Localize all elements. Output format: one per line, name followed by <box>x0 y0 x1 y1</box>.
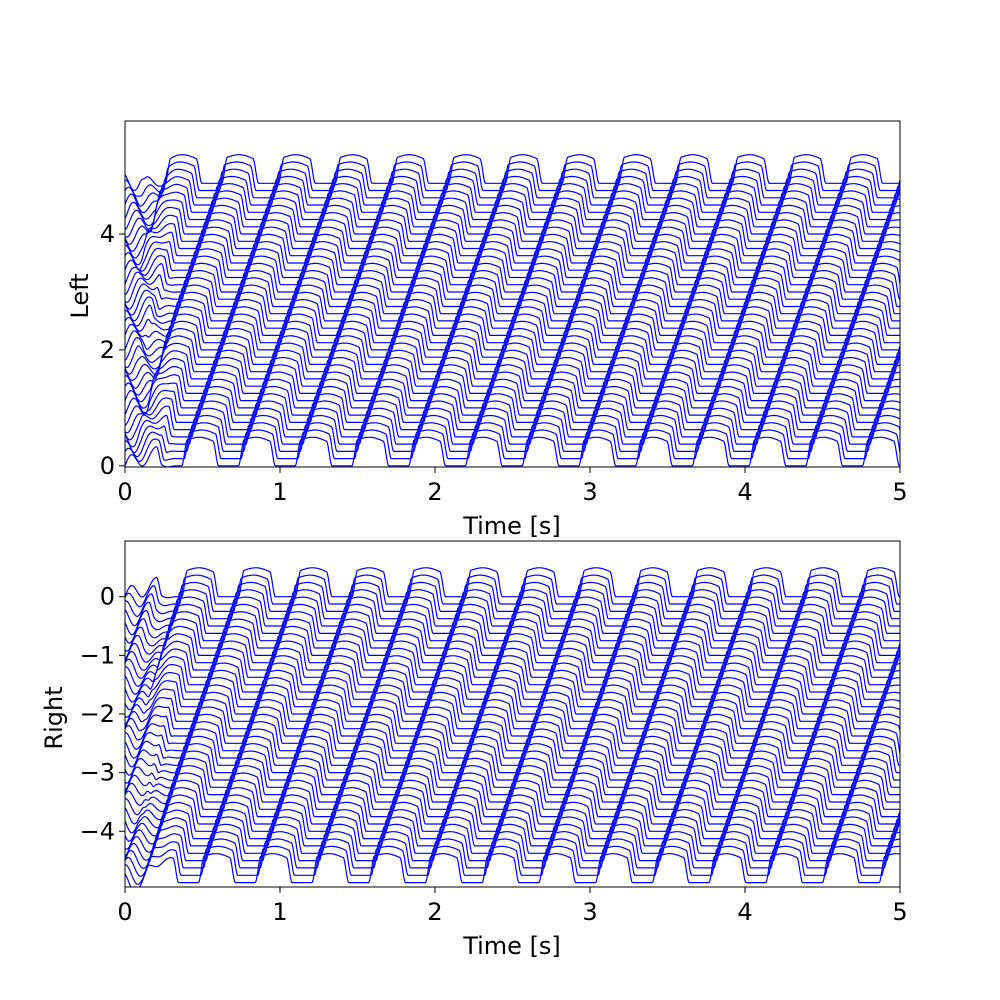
right-x-ticks: 0 1 2 3 4 5 <box>117 887 908 926</box>
left-y-ticks: 0 2 4 <box>100 220 125 480</box>
left-x-tick-label: 0 <box>117 478 132 506</box>
left-trace-25 <box>125 262 900 303</box>
left-trace-15 <box>125 335 900 375</box>
left-x-tick-label: 3 <box>582 478 597 506</box>
right-y-tick-label: −2 <box>80 700 115 728</box>
left-trace-16 <box>125 328 900 369</box>
left-x-tick-label: 2 <box>427 478 442 506</box>
left-trace-33 <box>125 204 900 245</box>
left-trace-1 <box>125 436 900 467</box>
right-x-axis-label: Time [s] <box>462 932 561 960</box>
right-trace-21 <box>125 713 900 750</box>
right-trace-19 <box>125 699 900 732</box>
right-trace-1 <box>125 567 900 599</box>
left-trace-20 <box>125 299 900 332</box>
left-trace-2 <box>125 429 900 462</box>
right-trace-18 <box>125 691 900 729</box>
left-trace-32 <box>125 212 900 252</box>
left-trace-12 <box>125 357 900 396</box>
right-x-tick-label: 3 <box>582 898 597 926</box>
right-y-tick-label: −1 <box>80 641 115 669</box>
right-trace-11 <box>125 640 900 679</box>
subplot-right: 0 1 2 3 4 5 0 −1 −2 −3 −4 Time [s] Right <box>40 540 908 960</box>
right-y-tick-label: −4 <box>80 817 115 845</box>
right-y-ticks: 0 −1 −2 −3 −4 <box>80 583 125 845</box>
right-x-tick-label: 0 <box>117 898 132 926</box>
left-trace-10 <box>125 371 900 409</box>
right-trace-36 <box>125 823 900 861</box>
left-x-tick-label: 5 <box>892 478 907 506</box>
left-trace-3 <box>125 422 900 458</box>
left-trace-7 <box>125 393 900 434</box>
left-trace-22 <box>125 284 900 322</box>
right-trace-35 <box>125 816 900 857</box>
left-y-tick-label: 4 <box>100 220 115 248</box>
right-trace-2 <box>125 574 900 608</box>
right-trace-7 <box>125 611 900 652</box>
right-trace-39 <box>125 845 900 885</box>
right-trace-34 <box>125 809 900 850</box>
right-x-tick-label: 1 <box>272 898 287 926</box>
subplot-left: 0 1 2 3 4 5 0 2 4 Time [s] Left <box>66 120 908 540</box>
left-y-tick-label: 0 <box>100 452 115 480</box>
left-x-tick-label: 1 <box>272 478 287 506</box>
right-x-tick-label: 4 <box>737 898 752 926</box>
left-y-axis-label: Left <box>66 273 94 318</box>
left-trace-13 <box>125 349 900 389</box>
left-trace-36 <box>125 183 900 220</box>
right-trace-32 <box>125 794 900 834</box>
left-trace-40 <box>125 154 900 192</box>
left-trace-24 <box>125 270 900 310</box>
right-traces <box>125 567 900 887</box>
right-trace-31 <box>125 787 900 825</box>
left-trace-23 <box>125 277 900 316</box>
right-trace-40 <box>125 853 900 887</box>
left-trace-8 <box>125 385 900 426</box>
left-trace-37 <box>125 175 900 214</box>
right-x-tick-label: 2 <box>427 898 442 926</box>
right-trace-29 <box>125 772 900 806</box>
left-trace-14 <box>125 342 900 381</box>
right-y-tick-label: −3 <box>80 759 115 787</box>
left-trace-11 <box>125 364 900 403</box>
left-trace-26 <box>125 255 900 296</box>
right-trace-8 <box>125 618 900 659</box>
left-traces <box>125 154 900 467</box>
left-y-tick-label: 2 <box>100 336 115 364</box>
left-trace-21 <box>125 291 900 327</box>
right-y-tick-label: 0 <box>100 583 115 611</box>
left-plot-frame <box>124 120 901 468</box>
right-trace-23 <box>125 728 900 768</box>
right-trace-10 <box>125 633 900 671</box>
left-trace-38 <box>125 168 900 207</box>
right-trace-30 <box>125 779 900 816</box>
right-y-axis-label: Right <box>40 686 68 749</box>
right-trace-22 <box>125 721 900 759</box>
right-trace-5 <box>125 596 900 636</box>
right-trace-33 <box>125 801 900 842</box>
left-x-tick-label: 4 <box>737 478 752 506</box>
left-trace-34 <box>125 197 900 238</box>
right-trace-20 <box>125 706 900 741</box>
right-trace-24 <box>125 735 900 776</box>
right-trace-28 <box>125 765 900 797</box>
right-x-tick-label: 5 <box>892 898 907 926</box>
left-x-ticks: 0 1 2 3 4 5 <box>117 467 908 506</box>
right-trace-3 <box>125 581 900 618</box>
right-trace-13 <box>125 655 900 695</box>
right-trace-12 <box>125 647 900 687</box>
left-trace-19 <box>125 306 900 338</box>
right-trace-26 <box>125 750 900 791</box>
right-trace-25 <box>125 743 900 784</box>
left-trace-35 <box>125 190 900 231</box>
left-trace-39 <box>125 161 900 197</box>
left-trace-18 <box>125 313 900 350</box>
left-x-axis-label: Time [s] <box>462 512 561 540</box>
left-trace-28 <box>125 241 900 272</box>
right-trace-9 <box>125 625 900 663</box>
